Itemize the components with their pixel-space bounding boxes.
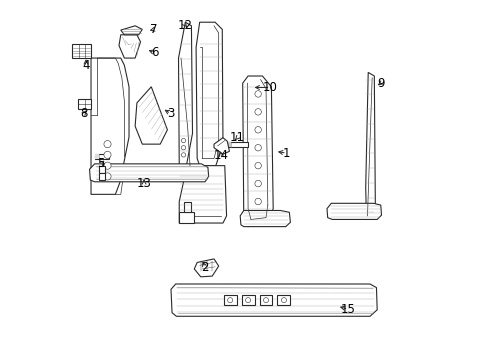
Polygon shape [214,138,229,154]
Circle shape [104,151,111,158]
Polygon shape [119,35,140,58]
Polygon shape [277,296,290,305]
Polygon shape [99,173,104,180]
Text: 15: 15 [340,303,355,316]
Polygon shape [178,22,192,166]
Circle shape [181,145,185,150]
Polygon shape [179,212,194,223]
Polygon shape [196,22,223,166]
Polygon shape [78,99,91,109]
Polygon shape [183,202,190,212]
Text: 8: 8 [80,107,87,120]
Polygon shape [99,166,104,173]
Circle shape [181,138,185,143]
Text: 4: 4 [82,59,90,72]
Polygon shape [91,58,129,194]
Circle shape [254,127,261,133]
Text: 14: 14 [213,149,228,162]
Polygon shape [240,211,290,226]
Circle shape [254,198,261,205]
Polygon shape [94,154,109,159]
Polygon shape [94,154,99,159]
Text: 5: 5 [97,157,104,170]
Circle shape [104,173,111,180]
Circle shape [104,140,111,148]
Polygon shape [326,203,381,220]
Polygon shape [259,296,272,305]
Text: 10: 10 [263,81,277,94]
Circle shape [245,298,250,303]
Polygon shape [225,142,230,147]
Text: 2: 2 [201,261,208,274]
Text: 3: 3 [167,107,174,120]
Circle shape [254,144,261,151]
Circle shape [254,91,261,97]
Text: 1: 1 [283,147,290,159]
Polygon shape [194,259,218,277]
Circle shape [254,162,261,169]
Text: 11: 11 [229,131,244,144]
Text: 9: 9 [376,77,384,90]
Polygon shape [179,166,226,223]
Text: 12: 12 [178,19,192,32]
Circle shape [254,180,261,187]
Circle shape [254,109,261,115]
Text: 7: 7 [150,23,158,36]
Polygon shape [135,87,167,144]
Circle shape [281,298,286,303]
Polygon shape [242,76,273,226]
Polygon shape [72,44,91,58]
Polygon shape [365,72,375,220]
Text: 6: 6 [151,46,158,59]
Polygon shape [89,164,208,182]
Polygon shape [171,284,376,316]
Polygon shape [121,26,142,35]
Polygon shape [223,296,236,305]
Polygon shape [241,296,254,305]
Circle shape [263,298,268,303]
Text: 13: 13 [136,177,151,190]
Polygon shape [225,142,247,147]
Circle shape [181,153,185,157]
Circle shape [227,298,232,303]
Circle shape [104,162,111,169]
